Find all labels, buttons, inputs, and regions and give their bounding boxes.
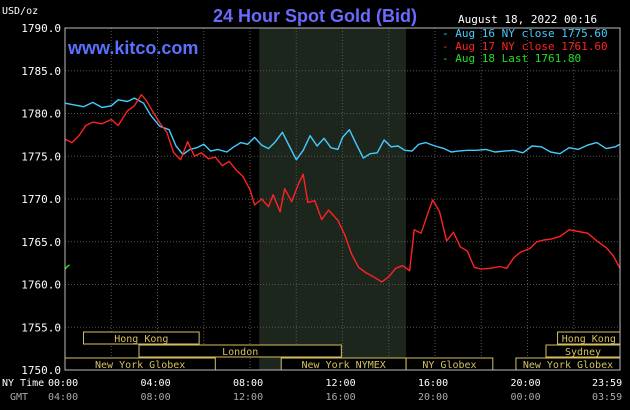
gmt-time-tick: 08:00 (140, 392, 171, 403)
market-session-label: Sydney (565, 347, 601, 358)
series-line-2 (64, 264, 71, 270)
market-session-label: New York Globex (523, 360, 613, 371)
y-tick-label: 1755.0 (21, 321, 61, 334)
ny-time-tick: 00:00 (48, 378, 79, 389)
ny-time-label: NY Time (2, 378, 45, 389)
y-tick-label: 1765.0 (21, 236, 61, 249)
ny-time-tick: 20:00 (510, 378, 541, 389)
legend-item-aug17: - Aug 17 NY close 1761.60 (442, 39, 608, 53)
chart-title: 24 Hour Spot Gold (Bid) (213, 6, 417, 26)
y-tick-label: 1790.0 (21, 22, 61, 35)
y-tick-label: 1750.0 (21, 364, 61, 377)
y-tick-label: 1770.0 (21, 193, 61, 206)
series-line-0 (64, 97, 621, 161)
y-axis-unit: USD/oz (2, 6, 39, 17)
plot-frame (64, 27, 621, 371)
legend-label-aug16: Aug 16 NY close 1775.60 (455, 27, 608, 40)
gmt-time-tick: 16:00 (325, 392, 356, 403)
y-tick-label: 1785.0 (21, 65, 61, 78)
gmt-label: GMT (10, 392, 29, 403)
gmt-time-tick: 03:59 (592, 392, 623, 403)
gmt-time-tick: 12:00 (233, 392, 264, 403)
series-line-1 (64, 94, 621, 283)
legend-label-aug17: Aug 17 NY close 1761.60 (455, 39, 608, 53)
brand-link[interactable]: www.kitco.com (68, 38, 199, 58)
y-tick-label: 1775.0 (21, 150, 61, 163)
legend-label-aug18: Aug 18 Last 1761.80 (455, 52, 582, 65)
gmt-time-tick: 00:00 (510, 392, 541, 403)
market-session-label: New York Globex (95, 360, 185, 371)
ny-time-tick: 04:00 (140, 378, 171, 389)
market-session-box (138, 344, 342, 358)
market-session-label: London (222, 347, 258, 358)
ny-time-tick: 23:59 (592, 378, 623, 389)
y-tick-label: 1780.0 (21, 108, 61, 121)
market-session-label: Hong Kong (562, 334, 616, 345)
y-tick-label: 1760.0 (21, 279, 61, 292)
timestamp: August 18, 2022 00:16 (458, 13, 598, 26)
legend: - Aug 16 NY close 1775.60 - Aug 17 NY cl… (442, 27, 608, 66)
legend-item-aug18: - Aug 18 Last 1761.80 (442, 52, 582, 65)
gmt-time-tick: 04:00 (48, 392, 79, 403)
ny-time-tick: 16:00 (418, 378, 449, 389)
market-session-label: NY Globex (422, 360, 476, 371)
legend-item-aug16: - Aug 16 NY close 1775.60 (442, 27, 608, 40)
ny-time-tick: 08:00 (233, 378, 264, 389)
ny-time-tick: 12:00 (325, 378, 356, 389)
gmt-time-tick: 20:00 (418, 392, 449, 403)
market-session-box (83, 331, 200, 345)
market-session-label: New York NYMEX (302, 360, 386, 371)
market-session-label: Hong Kong (114, 334, 168, 345)
